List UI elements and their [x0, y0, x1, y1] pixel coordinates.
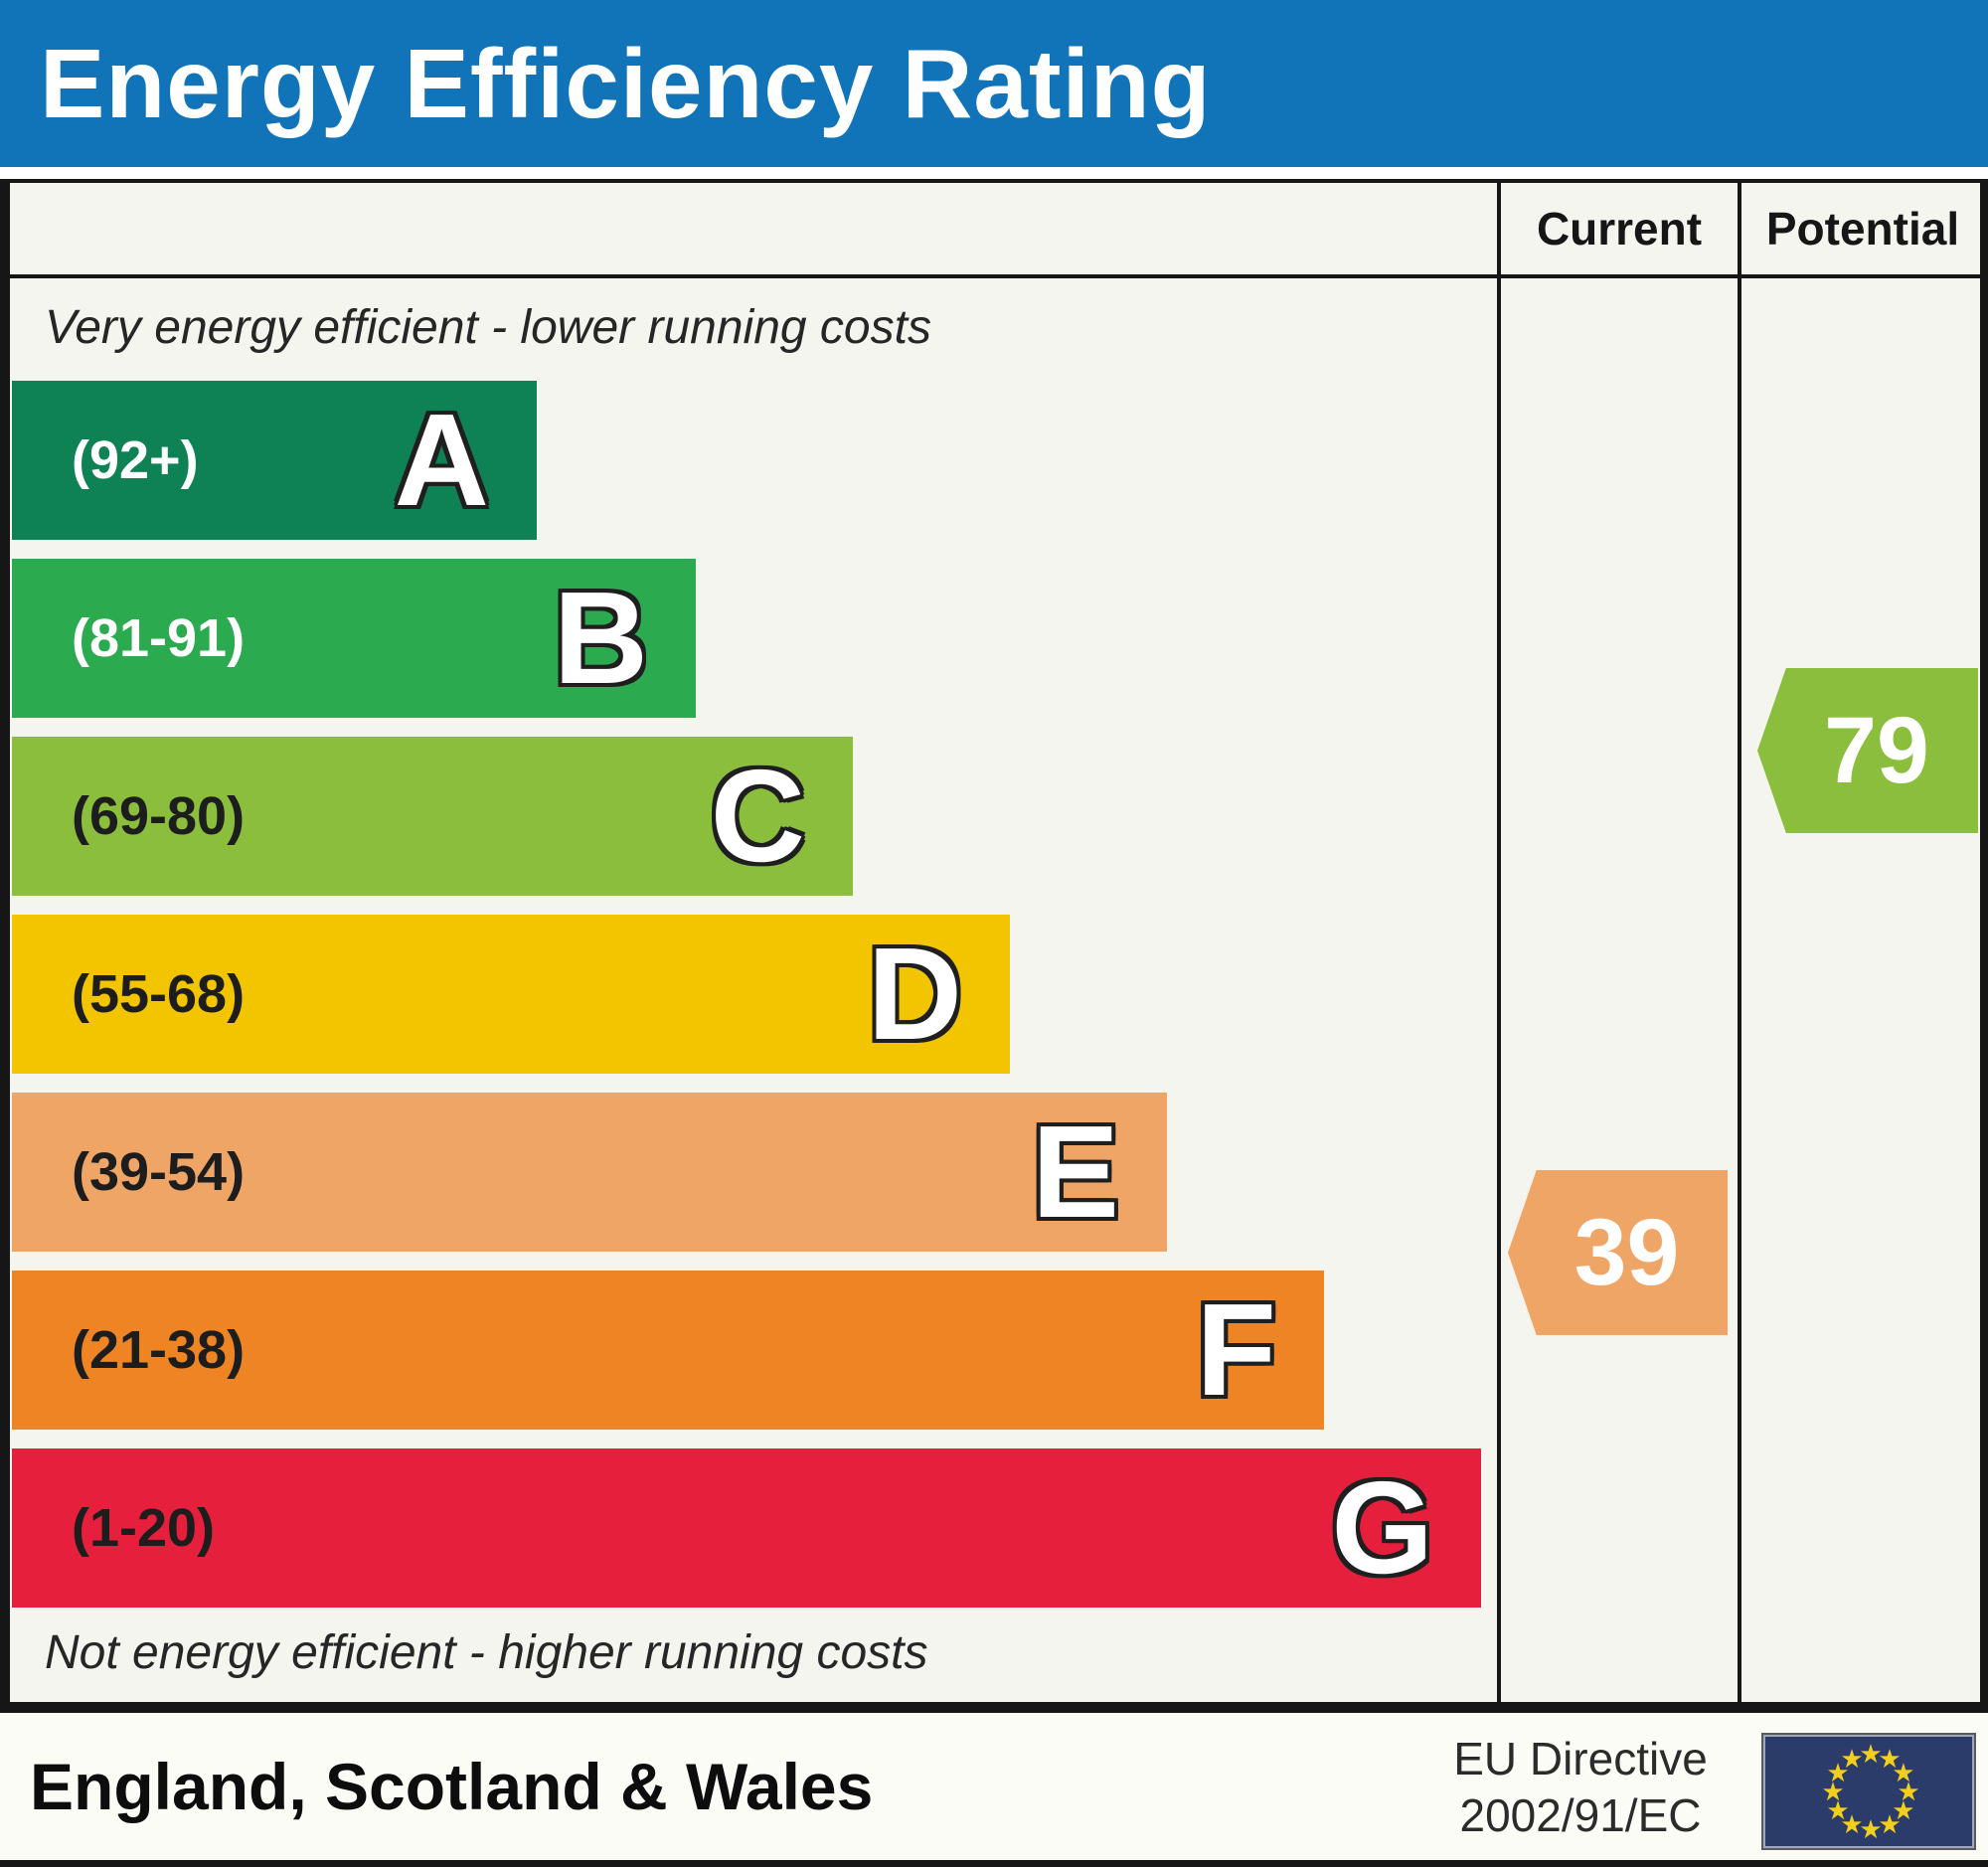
- rating-band-row: (81-91) B: [12, 559, 696, 718]
- eu-flag-star-icon: ★: [1897, 1777, 1920, 1806]
- eu-flag-star-icon: ★: [1840, 1744, 1864, 1775]
- rating-band-row: (1-20) G: [12, 1448, 1481, 1608]
- eu-flag-star-icon: ★: [1859, 1814, 1883, 1844]
- rating-band-row: (92+) A: [12, 381, 537, 540]
- band-range-label: (21-38): [72, 1320, 246, 1380]
- footer-band: England, Scotland & Wales EU Directive 2…: [0, 1708, 1988, 1867]
- band-range-label: (39-54): [72, 1142, 246, 1202]
- band-letter: D: [867, 921, 962, 1067]
- band-range-label: (81-91): [72, 608, 246, 668]
- region-label: England, Scotland & Wales: [30, 1750, 874, 1823]
- eu-directive-line1: EU Directive: [1453, 1733, 1708, 1784]
- current-rating-badge: 39: [1508, 1170, 1728, 1335]
- band-range-label: (92+): [72, 430, 199, 490]
- band-letter: B: [553, 565, 648, 711]
- potential-column-header: Potential: [1765, 203, 1960, 255]
- eu-flag-star-icon: ★: [1821, 1777, 1845, 1806]
- caption-very-efficient: Very energy efficient - lower running co…: [45, 301, 931, 354]
- caption-not-efficient: Not energy efficient - higher running co…: [45, 1626, 928, 1679]
- band-letter: F: [1196, 1276, 1276, 1423]
- eu-flag-star-icon: ★: [1878, 1808, 1902, 1839]
- rating-band-row: (21-38) F: [12, 1271, 1324, 1430]
- band-letter: C: [710, 743, 805, 889]
- rating-band-row: (69-80) C: [12, 737, 853, 896]
- current-column-divider: [1497, 179, 1501, 1704]
- eu-flag-star-icon: ★: [1840, 1808, 1864, 1839]
- eu-directive-line2: 2002/91/EC: [1459, 1789, 1702, 1841]
- current-column-header: Current: [1536, 203, 1703, 255]
- eu-flag-star-icon: ★: [1826, 1795, 1850, 1825]
- eu-flag-star-icon: ★: [1892, 1795, 1915, 1825]
- eu-flag-star-icon: ★: [1892, 1758, 1915, 1787]
- band-letter: E: [1031, 1099, 1119, 1245]
- potential-rating-value: 79: [1824, 697, 1929, 803]
- potential-column-divider: [1738, 179, 1741, 1704]
- rating-band-row: (55-68) D: [12, 915, 1010, 1074]
- eu-flag-star-icon: ★: [1859, 1739, 1883, 1769]
- page-title: Energy Efficiency Rating: [40, 28, 1212, 138]
- header-row-divider: [10, 274, 1980, 278]
- eu-flag-star-icon: ★: [1826, 1758, 1850, 1787]
- title-band: Energy Efficiency Rating: [0, 0, 1988, 167]
- band-letter: A: [394, 387, 489, 533]
- eu-directive-label: EU Directive 2002/91/EC: [1411, 1731, 1749, 1844]
- current-rating-value: 39: [1574, 1199, 1680, 1305]
- eu-flag-icon: ★ ★ ★ ★ ★ ★ ★ ★ ★ ★ ★ ★: [1761, 1733, 1976, 1850]
- eu-flag-star-icon: ★: [1878, 1744, 1902, 1775]
- band-range-label: (1-20): [72, 1498, 216, 1558]
- band-range-label: (55-68): [72, 964, 246, 1024]
- band-range-label: (69-80): [72, 786, 246, 846]
- rating-band-row: (39-54) E: [12, 1093, 1167, 1252]
- band-letter: G: [1331, 1454, 1433, 1601]
- potential-rating-badge: 79: [1757, 668, 1978, 833]
